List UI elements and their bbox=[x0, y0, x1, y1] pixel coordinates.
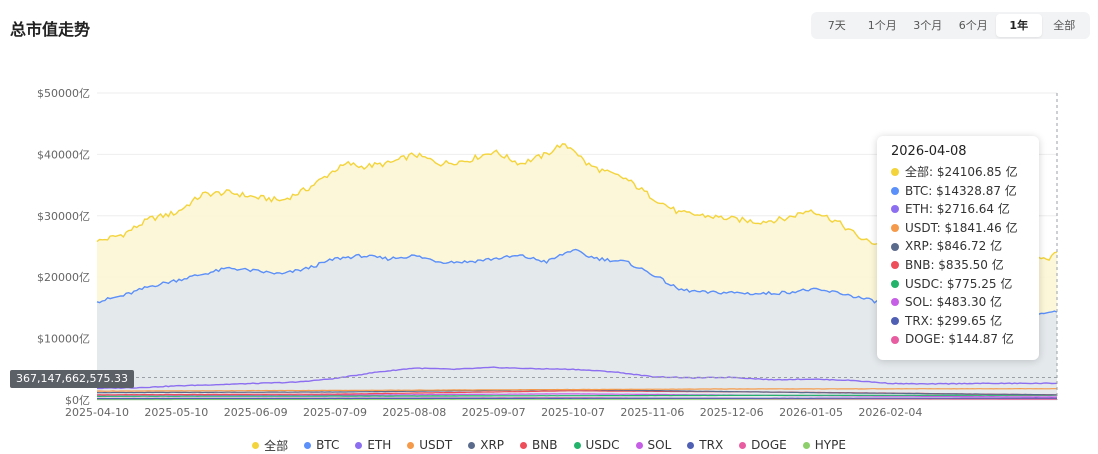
x-tick-label: 2025-04-10 bbox=[65, 406, 129, 419]
legend-dot-icon bbox=[687, 442, 694, 449]
series-dot-icon bbox=[891, 224, 899, 232]
legend-dot-icon bbox=[468, 442, 475, 449]
legend-item[interactable]: TRX bbox=[687, 438, 723, 452]
legend-dot-icon bbox=[252, 442, 259, 449]
series-dot-icon bbox=[891, 205, 899, 213]
legend-label: USDT bbox=[419, 438, 452, 452]
tooltip-row-text: ETH: $2716.64 亿 bbox=[905, 200, 1010, 219]
tooltip-row-text: USDC: $775.25 亿 bbox=[905, 275, 1012, 294]
tooltip-date: 2026-04-08 bbox=[891, 144, 1029, 159]
legend-label: SOL bbox=[648, 438, 672, 452]
legend-item[interactable]: USDC bbox=[574, 438, 620, 452]
tooltip-row: BTC: $14328.87 亿 bbox=[891, 182, 1029, 201]
tooltip-row: SOL: $483.30 亿 bbox=[891, 293, 1029, 312]
legend-dot-icon bbox=[407, 442, 414, 449]
legend-dot-icon bbox=[520, 442, 527, 449]
legend-dot-icon bbox=[304, 442, 311, 449]
series-dot-icon bbox=[891, 317, 899, 325]
x-tick-label: 2026-02-04 bbox=[858, 406, 922, 419]
legend-dot-icon bbox=[574, 442, 581, 449]
legend-label: 全部 bbox=[264, 437, 288, 454]
tooltip-row: USDT: $1841.46 亿 bbox=[891, 219, 1029, 238]
y-tick-label: $40000亿 bbox=[37, 148, 90, 161]
legend-label: USDC bbox=[586, 438, 620, 452]
y-tick-label: $50000亿 bbox=[37, 87, 90, 100]
x-tick-label: 2025-07-09 bbox=[303, 406, 367, 419]
legend-label: ETH bbox=[367, 438, 391, 452]
crosshair-value-label: 367,147,662,575.33 bbox=[10, 370, 134, 388]
tooltip-row-text: SOL: $483.30 亿 bbox=[905, 293, 1002, 312]
legend-item[interactable]: SOL bbox=[636, 438, 672, 452]
series-dot-icon bbox=[891, 168, 899, 176]
series-dot-icon bbox=[891, 261, 899, 269]
tooltip-row-text: XRP: $846.72 亿 bbox=[905, 237, 1002, 256]
legend-item[interactable]: BTC bbox=[304, 438, 339, 452]
x-tick-label: 2026-01-05 bbox=[779, 406, 843, 419]
legend-label: BTC bbox=[316, 438, 339, 452]
legend-item[interactable]: 全部 bbox=[252, 437, 288, 454]
series-dot-icon bbox=[891, 336, 899, 344]
legend-label: BNB bbox=[532, 438, 557, 452]
series-line bbox=[97, 398, 1057, 399]
legend-dot-icon bbox=[739, 442, 746, 449]
y-tick-label: $10000亿 bbox=[37, 333, 90, 346]
x-tick-label: 2025-05-10 bbox=[144, 406, 208, 419]
legend-label: TRX bbox=[699, 438, 723, 452]
tooltip-row: ETH: $2716.64 亿 bbox=[891, 200, 1029, 219]
legend-dot-icon bbox=[355, 442, 362, 449]
y-tick-label: $20000亿 bbox=[37, 271, 90, 284]
legend-item[interactable]: HYPE bbox=[803, 438, 846, 452]
tooltip-row-text: USDT: $1841.46 亿 bbox=[905, 219, 1018, 238]
legend-label: DOGE bbox=[751, 438, 787, 452]
legend-item[interactable]: BNB bbox=[520, 438, 557, 452]
tooltip-row-text: TRX: $299.65 亿 bbox=[905, 312, 1002, 331]
legend-dot-icon bbox=[803, 442, 810, 449]
tooltip-row-text: BNB: $835.50 亿 bbox=[905, 256, 1004, 275]
tooltip-row: TRX: $299.65 亿 bbox=[891, 312, 1029, 331]
tooltip-row-text: DOGE: $144.87 亿 bbox=[905, 330, 1014, 349]
legend-dot-icon bbox=[636, 442, 643, 449]
x-tick-label: 2025-08-08 bbox=[382, 406, 446, 419]
series-dot-icon bbox=[891, 243, 899, 251]
x-tick-label: 2025-10-07 bbox=[541, 406, 605, 419]
series-dot-icon bbox=[891, 187, 899, 195]
tooltip-row: DOGE: $144.87 亿 bbox=[891, 330, 1029, 349]
tooltip-row: 全部: $24106.85 亿 bbox=[891, 163, 1029, 182]
tooltip-row: USDC: $775.25 亿 bbox=[891, 275, 1029, 294]
y-tick-label: $30000亿 bbox=[37, 210, 90, 223]
legend-item[interactable]: ETH bbox=[355, 438, 391, 452]
tooltip-row-text: 全部: $24106.85 亿 bbox=[905, 163, 1018, 182]
x-tick-label: 2025-06-09 bbox=[224, 406, 288, 419]
legend-label: XRP bbox=[480, 438, 504, 452]
tooltip-row-text: BTC: $14328.87 亿 bbox=[905, 182, 1017, 201]
x-tick-label: 2025-11-06 bbox=[620, 406, 684, 419]
x-tick-label: 2025-09-07 bbox=[462, 406, 526, 419]
tooltip-row: XRP: $846.72 亿 bbox=[891, 237, 1029, 256]
series-dot-icon bbox=[891, 298, 899, 306]
legend-label: HYPE bbox=[815, 438, 846, 452]
tooltip-row: BNB: $835.50 亿 bbox=[891, 256, 1029, 275]
series-dot-icon bbox=[891, 280, 899, 288]
x-tick-label: 2025-12-06 bbox=[700, 406, 764, 419]
legend-item[interactable]: XRP bbox=[468, 438, 504, 452]
legend-item[interactable]: USDT bbox=[407, 438, 452, 452]
legend-item[interactable]: DOGE bbox=[739, 438, 787, 452]
chart-legend: 全部 BTC ETH USDT XRP BNB USDC SOL TRX DOGE HYPE bbox=[0, 436, 1098, 454]
